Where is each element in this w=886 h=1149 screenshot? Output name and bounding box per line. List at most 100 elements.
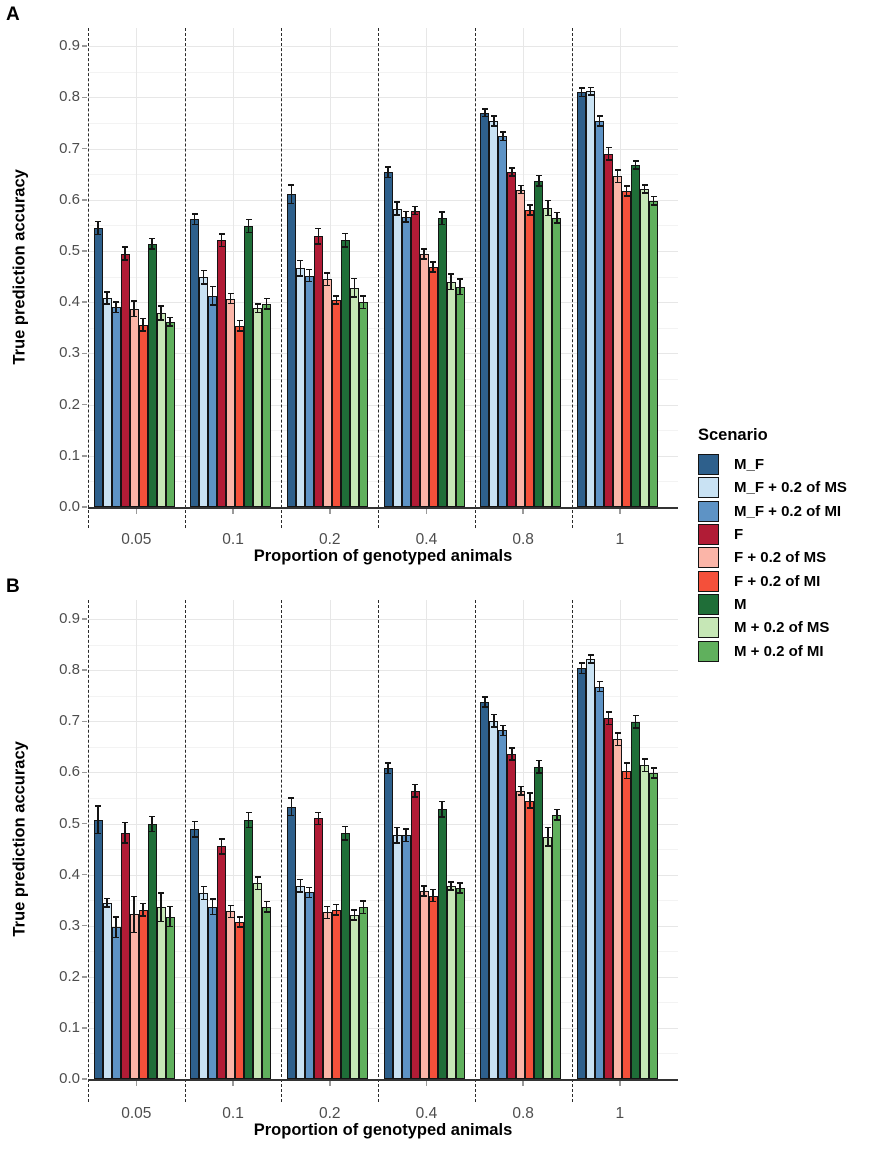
bar [111, 927, 121, 1079]
x-axis-line [88, 1079, 678, 1081]
error-bar-cap [236, 916, 243, 918]
error-bar-cap [360, 295, 367, 297]
error-bar-line [211, 899, 214, 915]
error-bar-cap [544, 826, 551, 829]
x-axis-title: Proportion of genotyped animals [253, 547, 513, 565]
error-bar-cap [499, 139, 506, 142]
error-bar-cap [104, 303, 110, 305]
error-bar-cap [490, 115, 497, 117]
bar [165, 321, 175, 507]
y-tick-mark [82, 96, 87, 99]
error-bar-cap [623, 777, 630, 780]
error-bar-line [387, 167, 389, 178]
y-tick-label: 0.2 [59, 967, 80, 985]
bar [199, 892, 209, 1079]
legend-title: Scenario [698, 426, 768, 444]
error-bar-cap [632, 168, 639, 170]
bar [120, 832, 130, 1079]
major-gridline [88, 251, 678, 252]
x-tick-label: 0.1 [222, 1105, 244, 1122]
bar [156, 312, 166, 507]
bar [437, 809, 447, 1079]
error-bar-line [265, 901, 268, 912]
bar [156, 907, 166, 1079]
legend-item: F + 0.2 of MI [698, 569, 847, 592]
error-bar-line [247, 812, 250, 828]
error-bar-line [643, 759, 646, 772]
error-bar-line [589, 654, 592, 664]
error-bar-cap [481, 108, 488, 110]
vertical-gridline [426, 600, 428, 1079]
error-bar-line [142, 318, 144, 331]
bar [138, 324, 148, 507]
bar [147, 243, 157, 507]
x-tick-mark [329, 1081, 331, 1086]
minor-gridline [88, 123, 678, 124]
x-tick-label: 0.4 [415, 531, 438, 548]
error-bar-line [220, 838, 223, 855]
error-bar-cap [167, 325, 173, 327]
error-bar-cap [614, 169, 621, 171]
error-bar-line [625, 185, 628, 197]
bar [111, 307, 121, 507]
y-tick-mark [82, 45, 87, 47]
legend-swatch [698, 570, 719, 592]
y-tick-mark [82, 1078, 87, 1080]
bar [577, 92, 586, 507]
bar [613, 176, 622, 507]
error-bar-cap [403, 828, 410, 830]
error-bar-cap [200, 885, 207, 888]
bar [392, 208, 402, 507]
error-bar-cap [650, 195, 657, 198]
major-gridline [88, 1027, 678, 1029]
x-tick-label: 0.8 [512, 1105, 534, 1122]
error-bar-line [441, 212, 443, 225]
error-bar-cap [191, 213, 198, 215]
bar [340, 833, 350, 1079]
error-bar-line [405, 211, 407, 222]
bar [595, 120, 604, 507]
x-tick-label: 1 [615, 1105, 625, 1122]
bar [534, 766, 544, 1079]
bar [489, 120, 499, 507]
error-bar-line [520, 185, 522, 194]
error-bar-cap [254, 311, 261, 314]
error-bar-cap [333, 914, 340, 916]
error-bar-cap [385, 772, 392, 775]
bar [401, 835, 411, 1079]
error-bar-line [124, 822, 126, 843]
error-bar-line [97, 221, 99, 235]
legend-label: M_F + 0.2 of MS [734, 479, 847, 497]
minor-gridline [88, 1002, 678, 1004]
error-bar-cap [650, 767, 657, 769]
y-tick-label: 0.9 [59, 610, 80, 628]
error-bar-cap [254, 888, 261, 891]
error-bar-cap [623, 195, 630, 197]
error-bar-cap [605, 711, 612, 713]
error-bar-line [607, 147, 610, 160]
error-bar-line [423, 248, 425, 260]
x-tick-mark [619, 509, 621, 514]
bar [604, 153, 613, 507]
error-bar-cap [578, 672, 585, 675]
error-bar-cap [578, 87, 585, 89]
error-bar-line [634, 160, 637, 170]
major-gridline [88, 97, 678, 99]
error-bar-cap [481, 696, 488, 698]
error-bar-line [511, 168, 513, 177]
error-bar-line [353, 278, 356, 298]
bar [392, 835, 402, 1079]
error-bar-cap [650, 204, 657, 206]
error-bar-cap [614, 744, 621, 747]
major-gridline [88, 148, 678, 150]
error-bar-line [387, 763, 389, 774]
y-tick-mark [82, 822, 87, 825]
bar [640, 189, 649, 507]
y-tick-mark [82, 352, 87, 355]
error-bar-line [317, 812, 320, 825]
error-bar-cap [508, 747, 515, 749]
major-gridline [88, 199, 678, 201]
error-bar-cap [535, 174, 542, 177]
error-bar-line [598, 681, 601, 692]
